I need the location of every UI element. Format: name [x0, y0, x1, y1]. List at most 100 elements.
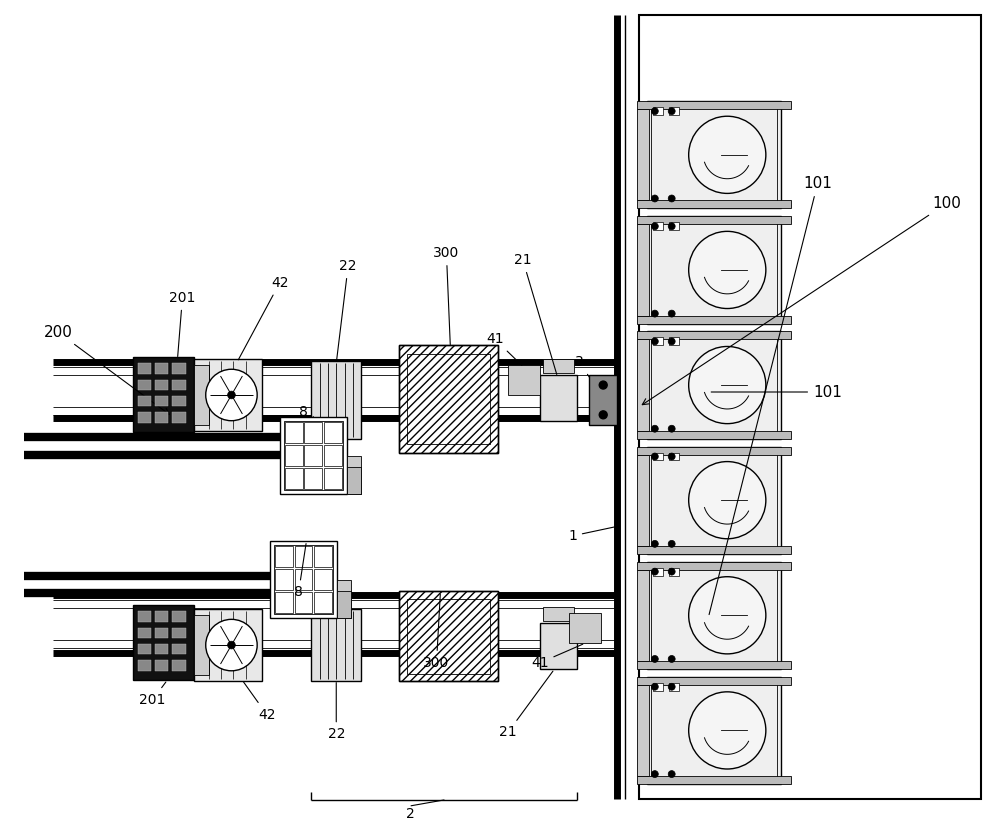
- Bar: [304, 468, 322, 489]
- Bar: [399, 591, 498, 681]
- Bar: [172, 644, 186, 654]
- Bar: [295, 592, 312, 613]
- Bar: [589, 375, 617, 424]
- Bar: [314, 592, 332, 613]
- Bar: [172, 612, 186, 621]
- Bar: [138, 612, 151, 621]
- Bar: [314, 546, 332, 567]
- Circle shape: [668, 453, 675, 460]
- Bar: [172, 660, 186, 671]
- Circle shape: [668, 425, 675, 432]
- Bar: [653, 222, 663, 230]
- Circle shape: [651, 425, 658, 432]
- Bar: [647, 101, 781, 209]
- Circle shape: [668, 310, 675, 317]
- Bar: [138, 628, 151, 638]
- Bar: [275, 569, 293, 590]
- Bar: [653, 452, 663, 461]
- Circle shape: [689, 346, 766, 424]
- Bar: [304, 422, 322, 443]
- Bar: [194, 365, 209, 425]
- Bar: [647, 447, 781, 554]
- Bar: [172, 628, 186, 638]
- Text: 3: 3: [575, 355, 598, 390]
- Bar: [669, 108, 679, 115]
- Bar: [653, 567, 663, 576]
- Bar: [138, 379, 151, 390]
- Bar: [138, 396, 151, 406]
- Text: 21: 21: [499, 671, 553, 740]
- Bar: [155, 363, 168, 374]
- Bar: [280, 417, 347, 494]
- Bar: [155, 412, 168, 423]
- Text: 101: 101: [709, 176, 832, 615]
- Bar: [155, 379, 168, 390]
- Bar: [647, 562, 781, 669]
- Circle shape: [651, 771, 658, 777]
- Circle shape: [689, 692, 766, 769]
- Bar: [637, 200, 791, 209]
- Circle shape: [668, 338, 675, 345]
- Circle shape: [228, 391, 235, 399]
- Bar: [637, 315, 791, 323]
- Text: 22: 22: [328, 682, 345, 741]
- Bar: [637, 332, 791, 339]
- Bar: [155, 644, 168, 654]
- Bar: [540, 623, 577, 669]
- Bar: [138, 660, 151, 671]
- Bar: [270, 541, 337, 618]
- Circle shape: [206, 619, 257, 671]
- Bar: [172, 379, 186, 390]
- Bar: [399, 346, 498, 452]
- Text: 8: 8: [299, 405, 313, 419]
- Bar: [172, 396, 186, 406]
- Bar: [155, 612, 168, 621]
- Circle shape: [651, 655, 658, 663]
- Bar: [324, 422, 342, 443]
- Bar: [314, 569, 332, 590]
- Circle shape: [668, 568, 675, 575]
- Bar: [399, 591, 498, 681]
- Bar: [669, 683, 679, 690]
- Text: 8: 8: [294, 544, 306, 599]
- Bar: [407, 599, 490, 674]
- Circle shape: [651, 310, 658, 317]
- Bar: [669, 452, 679, 461]
- Bar: [637, 339, 649, 431]
- Bar: [138, 412, 151, 423]
- Circle shape: [599, 410, 607, 419]
- Bar: [155, 396, 168, 406]
- Bar: [540, 375, 577, 421]
- Bar: [651, 222, 777, 318]
- Text: 1: 1: [568, 526, 616, 543]
- Text: 201: 201: [139, 682, 166, 707]
- Bar: [543, 359, 574, 373]
- Text: 201: 201: [169, 291, 196, 356]
- Bar: [285, 422, 303, 443]
- Bar: [347, 467, 361, 494]
- Bar: [407, 354, 490, 444]
- Bar: [647, 677, 781, 784]
- Bar: [569, 613, 601, 643]
- Circle shape: [599, 381, 607, 389]
- Circle shape: [689, 576, 766, 654]
- Bar: [637, 546, 791, 554]
- Bar: [324, 468, 342, 489]
- Text: 300: 300: [423, 594, 450, 670]
- Circle shape: [668, 683, 675, 690]
- Bar: [651, 108, 777, 203]
- Bar: [637, 101, 791, 109]
- Bar: [508, 365, 540, 395]
- Circle shape: [689, 461, 766, 539]
- Bar: [285, 445, 303, 466]
- Bar: [637, 685, 649, 776]
- Circle shape: [651, 683, 658, 690]
- Circle shape: [651, 540, 658, 548]
- Bar: [637, 109, 649, 200]
- Bar: [295, 546, 312, 567]
- Bar: [543, 608, 574, 621]
- Bar: [194, 609, 262, 681]
- Bar: [637, 455, 649, 546]
- Circle shape: [668, 540, 675, 548]
- Text: 200: 200: [44, 325, 169, 415]
